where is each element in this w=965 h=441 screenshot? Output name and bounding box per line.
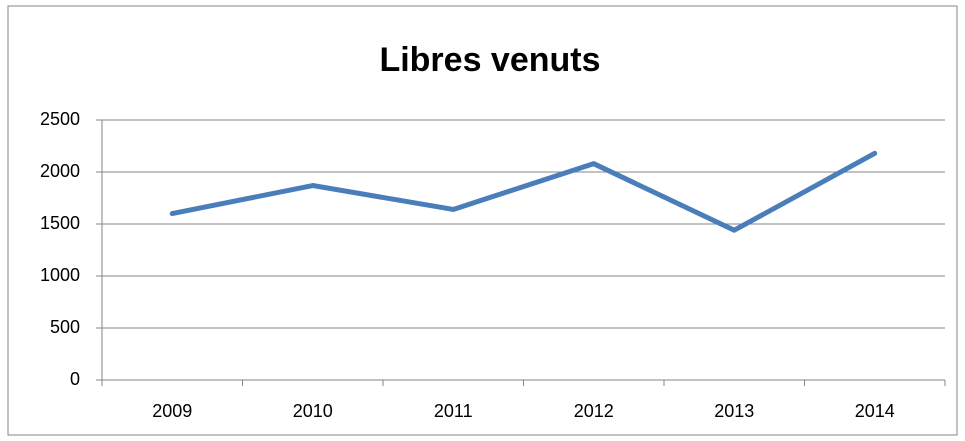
y-tick-label: 2500 xyxy=(40,109,80,129)
y-tick-label: 0 xyxy=(70,369,80,389)
chart-title: Libres venuts xyxy=(379,41,600,79)
x-tick-label: 2011 xyxy=(434,401,473,421)
x-tick-label: 2012 xyxy=(574,401,614,421)
y-tick-label: 1000 xyxy=(40,265,80,285)
data-line xyxy=(169,150,878,233)
x-tick-label: 2014 xyxy=(855,401,895,421)
x-tick-label: 2009 xyxy=(152,401,192,421)
y-tick-label: 2000 xyxy=(40,161,80,181)
x-tick-label: 2010 xyxy=(293,401,333,421)
y-tick-label: 1500 xyxy=(40,213,80,233)
x-tick-label: 2013 xyxy=(714,401,754,421)
y-tick-label: 500 xyxy=(50,317,80,337)
chart-frame xyxy=(7,5,958,436)
